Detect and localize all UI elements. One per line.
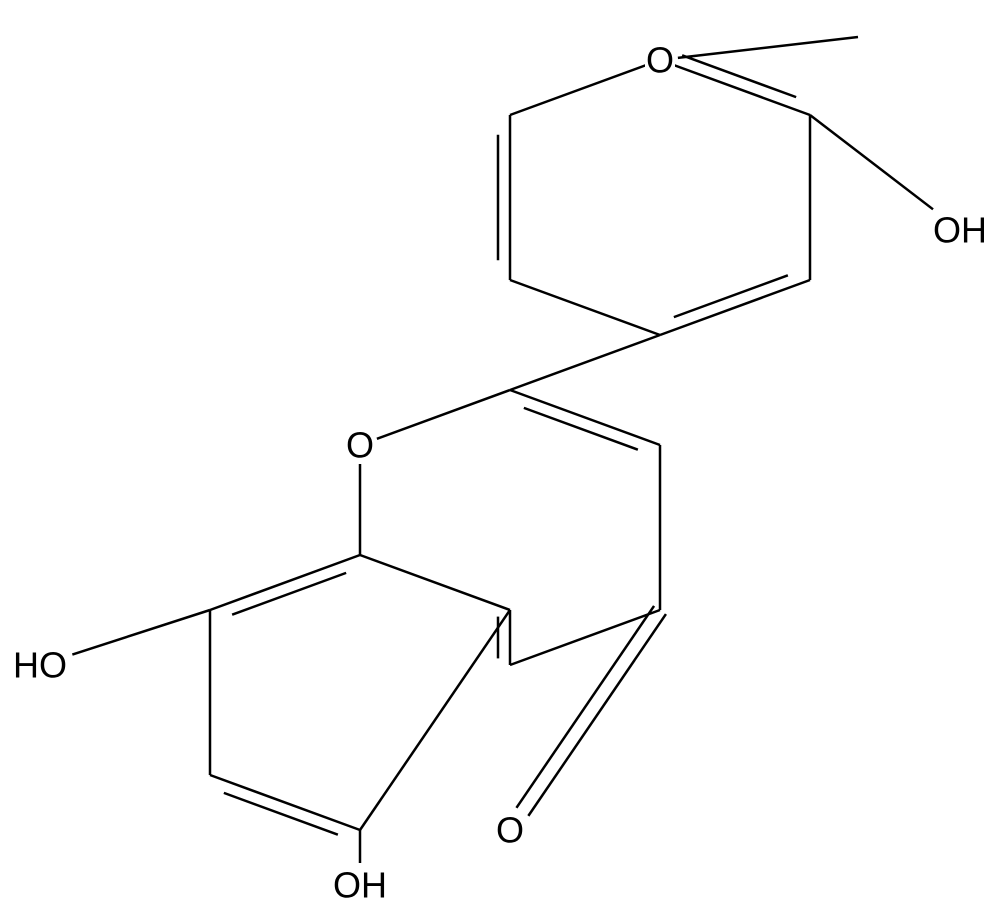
- bond-line: [210, 775, 360, 830]
- bond-line: [660, 280, 810, 335]
- bond-line: [510, 335, 660, 390]
- bond-line: [678, 37, 858, 58]
- atom-label-OH_3: OH: [933, 210, 984, 251]
- bond-line: [72, 610, 210, 655]
- atom-label-OH_5: OH: [333, 865, 387, 906]
- atom-label-O_meth: O: [646, 40, 674, 81]
- bond-line: [510, 280, 660, 335]
- molecule-canvas: O O OH OH HO O: [0, 0, 984, 918]
- bond-line: [674, 275, 788, 317]
- bond-line: [360, 610, 510, 830]
- bond-line: [510, 60, 660, 115]
- bond-line: [682, 55, 796, 97]
- bond-line: [360, 555, 510, 610]
- bond-line: [377, 390, 510, 439]
- bond-line: [810, 115, 933, 209]
- bond-line: [210, 555, 360, 610]
- bond-line: [232, 573, 346, 615]
- atom-label-O_ring: O: [346, 425, 374, 466]
- bond-line: [524, 408, 638, 450]
- bond-line: [528, 614, 666, 816]
- atom-label-O_ketone: O: [496, 810, 524, 851]
- bonds-group: [72, 37, 933, 863]
- bond-line: [510, 390, 660, 445]
- bond-line: [660, 60, 810, 115]
- atom-label-HO_7: HO: [13, 645, 67, 686]
- bond-line: [224, 793, 338, 835]
